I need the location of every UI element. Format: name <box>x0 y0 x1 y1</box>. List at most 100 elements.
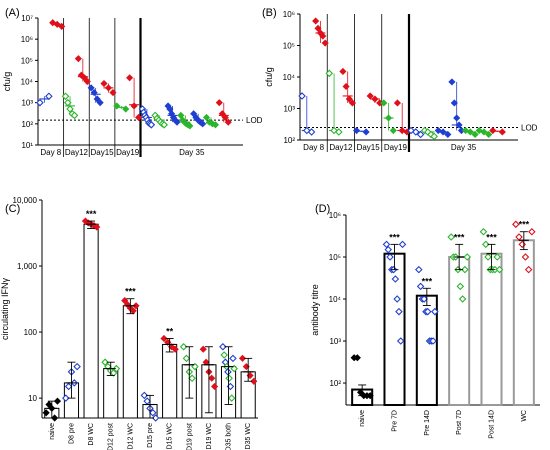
data-point <box>42 409 50 417</box>
data-point <box>122 105 130 113</box>
data-point <box>113 102 121 110</box>
data-point <box>215 99 223 107</box>
data-point <box>384 245 393 254</box>
group-label: Day 35 <box>451 143 477 152</box>
data-point <box>398 126 406 135</box>
data-point <box>515 233 523 241</box>
data-point <box>238 354 247 362</box>
y-tick-label: 10² <box>329 379 341 388</box>
data-point <box>109 89 117 97</box>
data-point <box>224 368 232 376</box>
data-point <box>528 227 536 236</box>
data-point <box>211 121 220 129</box>
bar <box>103 368 119 419</box>
significance-label: *** <box>389 232 400 242</box>
data-point <box>218 110 226 118</box>
data-point <box>319 32 327 40</box>
category-label: Pre 14D <box>424 410 431 436</box>
data-point <box>64 382 73 391</box>
y-tick-label: 10⁷ <box>21 14 33 23</box>
data-point <box>493 253 502 261</box>
data-point <box>348 99 357 107</box>
data-point <box>179 342 188 351</box>
data-point <box>450 99 458 107</box>
data-point <box>480 128 488 136</box>
group-label: Day12 <box>329 143 353 152</box>
significance-label: *** <box>486 232 497 242</box>
group-label: Day15 <box>91 148 115 157</box>
data-point <box>202 113 211 122</box>
data-point <box>199 345 207 353</box>
data-point <box>229 354 237 363</box>
significance-label: *** <box>86 209 97 219</box>
data-point <box>429 337 437 345</box>
data-point <box>312 17 320 25</box>
group-label: Day 35 <box>179 148 205 157</box>
data-point <box>61 92 70 101</box>
significance-label: *** <box>125 287 136 297</box>
data-point <box>132 302 140 310</box>
data-point <box>160 334 168 343</box>
y-tick-label: 10¹ <box>21 141 33 150</box>
y-axis-label: cfu/g <box>264 67 274 87</box>
data-point <box>83 77 91 86</box>
data-point <box>395 307 403 316</box>
data-point <box>64 98 72 107</box>
data-point <box>173 118 181 126</box>
data-point <box>81 217 90 225</box>
y-tick-label: 10⁶ <box>329 211 341 220</box>
data-point <box>431 307 439 316</box>
data-point <box>143 397 151 405</box>
lod-label: LOD <box>246 116 263 125</box>
category-label: D19 WC <box>206 423 213 449</box>
category-label: D12 WC <box>127 423 134 449</box>
group-label: Day19 <box>116 148 140 157</box>
data-point <box>407 126 415 135</box>
y-tick-label: 100 <box>24 328 38 337</box>
data-point <box>455 121 463 129</box>
panel-label: (C) <box>5 203 20 215</box>
data-point <box>420 295 428 303</box>
data-point <box>53 20 61 28</box>
group-label: Day12 <box>65 148 89 157</box>
data-point <box>439 128 447 136</box>
y-tick-label: 10² <box>21 120 33 129</box>
data-point <box>208 374 216 382</box>
y-axis-label: circulating IFNγ <box>0 277 10 340</box>
significance-label: *** <box>519 220 530 230</box>
data-point <box>366 392 374 400</box>
data-point <box>384 114 393 122</box>
data-point <box>149 408 157 417</box>
data-point <box>325 69 334 78</box>
y-tick-label: 10² <box>283 136 295 145</box>
data-point <box>335 128 343 136</box>
category-label: D15 pre <box>147 423 154 448</box>
category-label: D35 both <box>226 423 233 450</box>
y-tick-label: 10 <box>28 394 37 403</box>
bar <box>480 252 503 406</box>
category-label: D8 pre <box>68 423 75 444</box>
category-label: D15 WC <box>167 423 174 449</box>
y-tick-label: 10⁴ <box>283 73 296 82</box>
data-point <box>130 102 138 110</box>
data-point <box>199 120 207 128</box>
data-point <box>147 121 156 129</box>
y-axis-label: antibody titre <box>310 284 320 336</box>
y-tick-label: 1,000 <box>17 262 38 271</box>
data-point <box>366 92 374 100</box>
bar <box>448 256 471 406</box>
data-point <box>221 113 229 122</box>
data-point <box>447 233 455 241</box>
data-point <box>104 84 113 92</box>
data-point <box>393 99 401 107</box>
y-tick-label: 10⁵ <box>21 56 33 65</box>
data-point <box>456 282 465 291</box>
data-point <box>489 126 497 135</box>
group-label: Day 8 <box>303 143 324 152</box>
data-point <box>126 74 134 82</box>
y-tick-label: 10³ <box>283 105 295 114</box>
data-point <box>475 126 483 135</box>
data-point <box>101 358 109 366</box>
